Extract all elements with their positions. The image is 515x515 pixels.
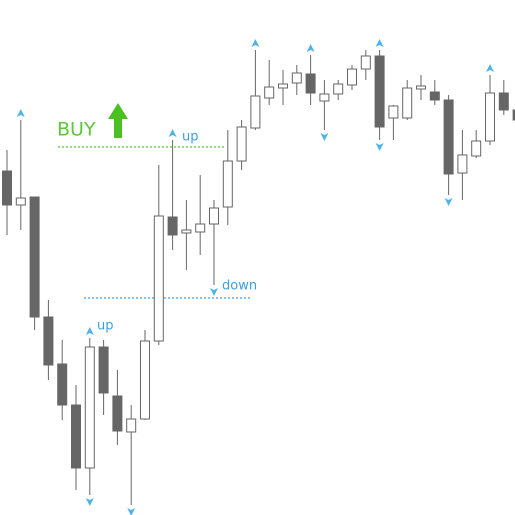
annotation: up bbox=[182, 130, 199, 145]
fractal-up bbox=[168, 129, 177, 137]
candle-body bbox=[84, 346, 95, 469]
candle-body bbox=[140, 340, 150, 420]
fractal-up bbox=[16, 109, 25, 117]
candle-body bbox=[305, 73, 316, 94]
candle-body bbox=[443, 99, 454, 175]
candle-body bbox=[222, 160, 233, 208]
fractal-down bbox=[320, 133, 329, 141]
candle-body bbox=[319, 93, 330, 102]
candle-body bbox=[167, 216, 178, 236]
fractal-down bbox=[127, 508, 136, 515]
fractal-down bbox=[444, 198, 453, 206]
candle-body bbox=[15, 197, 26, 206]
candle-body bbox=[388, 105, 399, 119]
buy-arrow-icon bbox=[108, 103, 128, 138]
fractal-up bbox=[306, 44, 315, 52]
candle-body bbox=[485, 92, 495, 142]
fractal-up bbox=[375, 39, 384, 47]
fractal-up bbox=[251, 39, 260, 47]
candle-body bbox=[347, 68, 357, 86]
candle-body bbox=[29, 196, 40, 318]
candle-body bbox=[98, 346, 109, 394]
fractal-up bbox=[85, 327, 94, 335]
candle-body bbox=[153, 215, 164, 342]
candle-body bbox=[43, 316, 54, 366]
annotation: BUY bbox=[57, 119, 96, 141]
candle-body bbox=[2, 170, 12, 206]
candle-body bbox=[333, 83, 344, 95]
candle-body bbox=[402, 87, 413, 119]
candle-body bbox=[360, 55, 371, 70]
candle-body bbox=[471, 140, 482, 157]
candle-body bbox=[264, 86, 275, 99]
fractal-down bbox=[375, 143, 384, 151]
candle-body bbox=[498, 92, 509, 111]
annotation: down bbox=[222, 279, 257, 294]
candle-body bbox=[71, 404, 81, 469]
candle-body bbox=[195, 223, 206, 233]
candle-body bbox=[236, 126, 247, 162]
candle-body bbox=[57, 363, 68, 406]
candle-body bbox=[512, 109, 515, 121]
fractal-down bbox=[85, 498, 94, 506]
candle-body bbox=[250, 95, 261, 129]
candle-body bbox=[457, 154, 468, 174]
candle-body bbox=[112, 395, 123, 432]
annotation: up bbox=[97, 319, 114, 334]
candle-body bbox=[181, 229, 192, 234]
candle-body bbox=[278, 83, 288, 89]
fractal-up bbox=[486, 64, 494, 72]
candle-body bbox=[429, 91, 440, 101]
candle-body bbox=[374, 55, 385, 128]
candle-body bbox=[291, 72, 302, 84]
candle-body bbox=[126, 418, 137, 433]
candle-body bbox=[209, 207, 219, 225]
fractal-down bbox=[210, 288, 218, 296]
candle-body bbox=[416, 85, 426, 90]
